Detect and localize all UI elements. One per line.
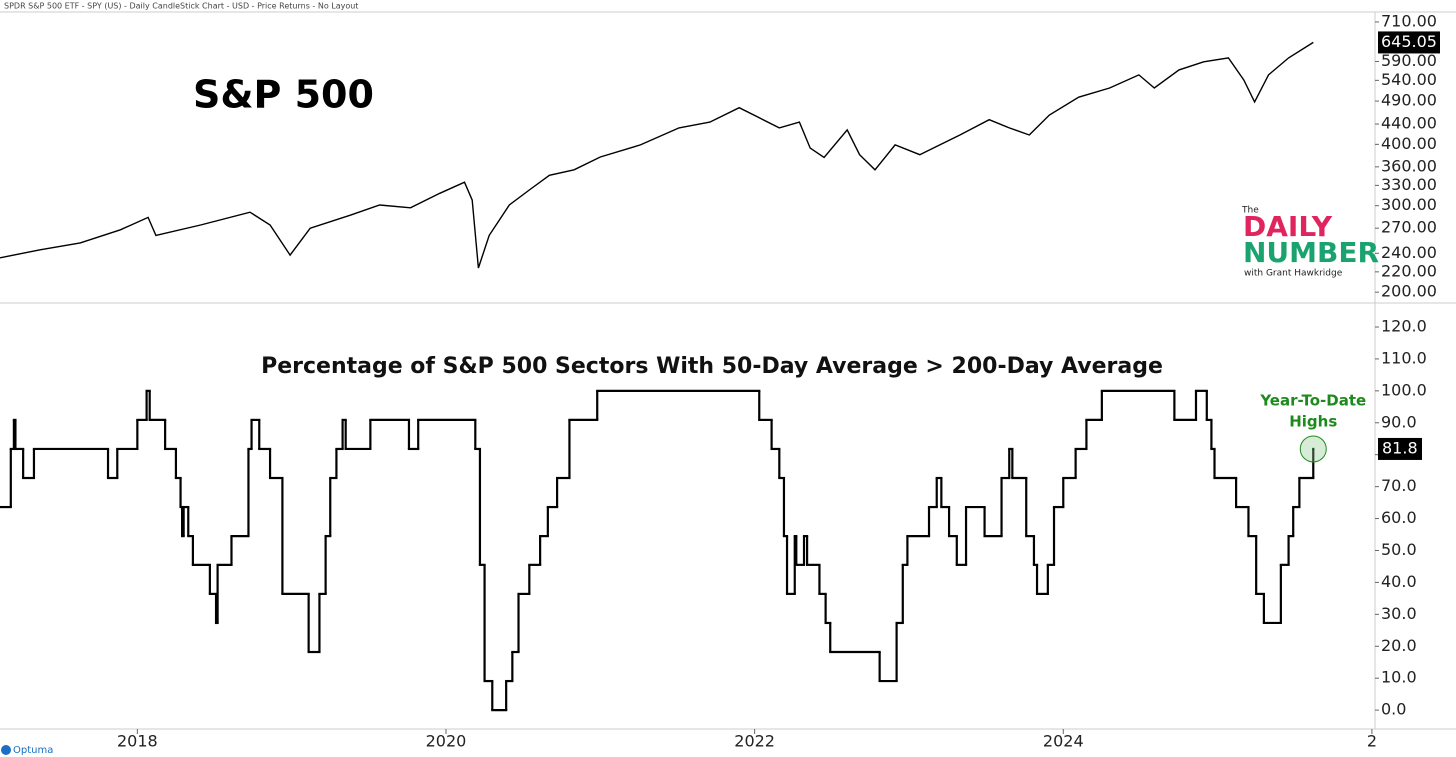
x-tick-label: 2022	[734, 732, 775, 751]
footer-text: Optuma	[13, 745, 53, 756]
y-tick-label: 70.0	[1381, 476, 1417, 495]
last-value-box	[1378, 31, 1440, 54]
y-tick-label: 60.0	[1381, 508, 1417, 527]
x-tick-label: 2020	[426, 732, 467, 751]
y-tick-label: 10.0	[1381, 668, 1417, 687]
logo-text: The	[1241, 206, 1259, 216]
y-tick-label: 90.0	[1381, 412, 1417, 431]
y-tick-label: 300.00	[1381, 195, 1437, 214]
chart-header: SPDR S&P 500 ETF - SPY (US) - Daily Cand…	[4, 2, 358, 11]
last-value-box	[1378, 437, 1422, 460]
y-tick-label: 590.00	[1381, 51, 1437, 70]
last-value-label: 81.8	[1382, 438, 1418, 457]
x-tick-label: 2	[1367, 732, 1377, 751]
y-tick-label: 50.0	[1381, 540, 1417, 559]
y-tick-label: 490.00	[1381, 91, 1437, 110]
y-tick-label: 20.0	[1381, 636, 1417, 655]
annotation: Highs	[1289, 413, 1337, 431]
y-tick-label: 540.00	[1381, 70, 1437, 89]
y-tick-label: 360.00	[1381, 156, 1437, 175]
last-value-label: 645.05	[1381, 32, 1437, 51]
logo-text: DAILY	[1243, 210, 1333, 243]
y-tick-label: 0.0	[1381, 700, 1406, 719]
footer-icon	[1, 745, 11, 755]
highlight-circle	[1299, 435, 1327, 463]
y-tick-label: 400.00	[1381, 134, 1437, 153]
y-tick-label: 220.00	[1381, 261, 1437, 280]
y-tick-label: 240.00	[1381, 243, 1437, 262]
y-tick-label: 120.0	[1381, 316, 1427, 335]
logo: The DAILY NUMBER with Grant Hawkridge	[1241, 206, 1379, 279]
annotation: Year-To-Date	[1259, 392, 1366, 410]
y-tick-label: 330.00	[1381, 175, 1437, 194]
y-tick-label: 710.00	[1381, 11, 1437, 30]
y-tick-label: 40.0	[1381, 572, 1417, 591]
panel-title: Percentage of S&P 500 Sectors With 50-Da…	[261, 354, 1163, 379]
chart-title: S&P 500	[193, 73, 374, 117]
y-tick-label: 200.00	[1381, 282, 1437, 301]
y-tick-label: 110.0	[1381, 348, 1427, 367]
y-tick-label: 440.00	[1381, 114, 1437, 133]
x-tick-label: 2018	[117, 732, 158, 751]
x-tick-label: 2024	[1043, 732, 1084, 751]
y-tick-label: 100.0	[1381, 380, 1427, 399]
y-tick-label: 30.0	[1381, 604, 1417, 623]
y-tick-label: 270.00	[1381, 218, 1437, 237]
price-line	[0, 41, 1314, 269]
logo-text: with Grant Hawkridge	[1244, 269, 1343, 279]
logo-text: NUMBER	[1243, 236, 1379, 269]
